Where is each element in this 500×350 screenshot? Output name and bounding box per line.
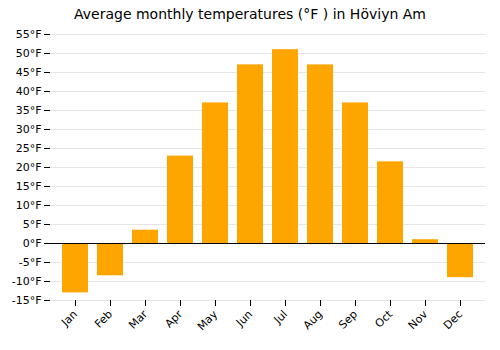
svg-text:35°F: 35°F xyxy=(16,104,42,117)
svg-text:Apr: Apr xyxy=(162,307,185,330)
svg-text:30°F: 30°F xyxy=(16,123,42,136)
svg-text:-5°F: -5°F xyxy=(19,256,42,269)
html-text:Average monthly temperatures (: Average monthly temperatures (°F ) in Hö… xyxy=(74,6,426,22)
svg-text:-10°F: -10°F xyxy=(12,275,42,288)
svg-text:Aug: Aug xyxy=(301,308,325,332)
svg-text:Jan: Jan xyxy=(58,308,80,330)
svg-text:50°F: 50°F xyxy=(16,47,42,60)
svg-text:0°F: 0°F xyxy=(23,237,42,250)
svg-text:May: May xyxy=(195,307,221,333)
svg-text:Jun: Jun xyxy=(233,308,255,330)
svg-text:Sep: Sep xyxy=(336,308,360,332)
svg-text:15°F: 15°F xyxy=(16,180,42,193)
svg-text:25°F: 25°F xyxy=(16,142,42,155)
svg-text:Oct: Oct xyxy=(372,307,395,330)
svg-text:10°F: 10°F xyxy=(16,199,42,212)
svg-text:Mar: Mar xyxy=(126,307,150,331)
svg-text:Nov: Nov xyxy=(406,307,431,332)
svg-text:40°F: 40°F xyxy=(16,85,42,98)
svg-text:-15°F: -15°F xyxy=(12,294,42,307)
svg-text:Jul: Jul xyxy=(271,308,290,327)
svg-text:Dec: Dec xyxy=(441,308,465,332)
svg-text:20°F: 20°F xyxy=(16,161,42,174)
svg-text:Feb: Feb xyxy=(92,308,115,331)
svg-text:55°F: 55°F xyxy=(16,28,42,41)
svg-text:5°F: 5°F xyxy=(23,218,42,231)
svg-text:45°F: 45°F xyxy=(16,66,42,79)
